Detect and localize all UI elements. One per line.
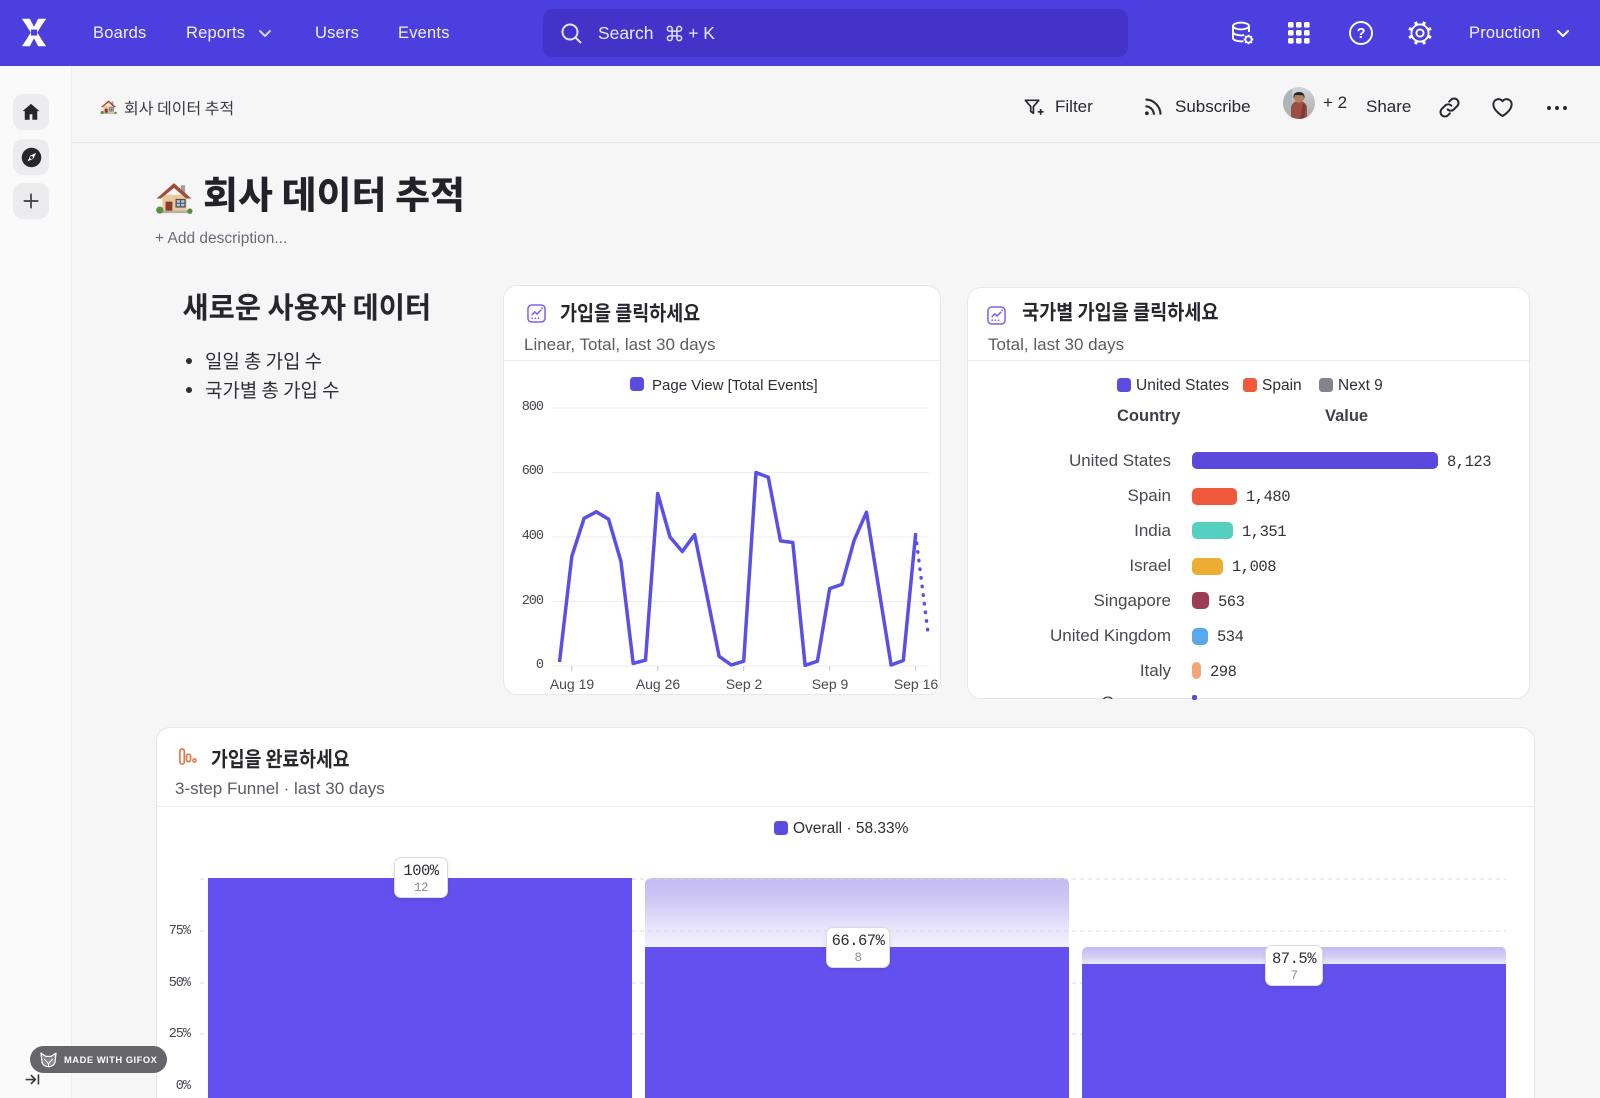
svg-text:?: ? — [1357, 26, 1366, 42]
